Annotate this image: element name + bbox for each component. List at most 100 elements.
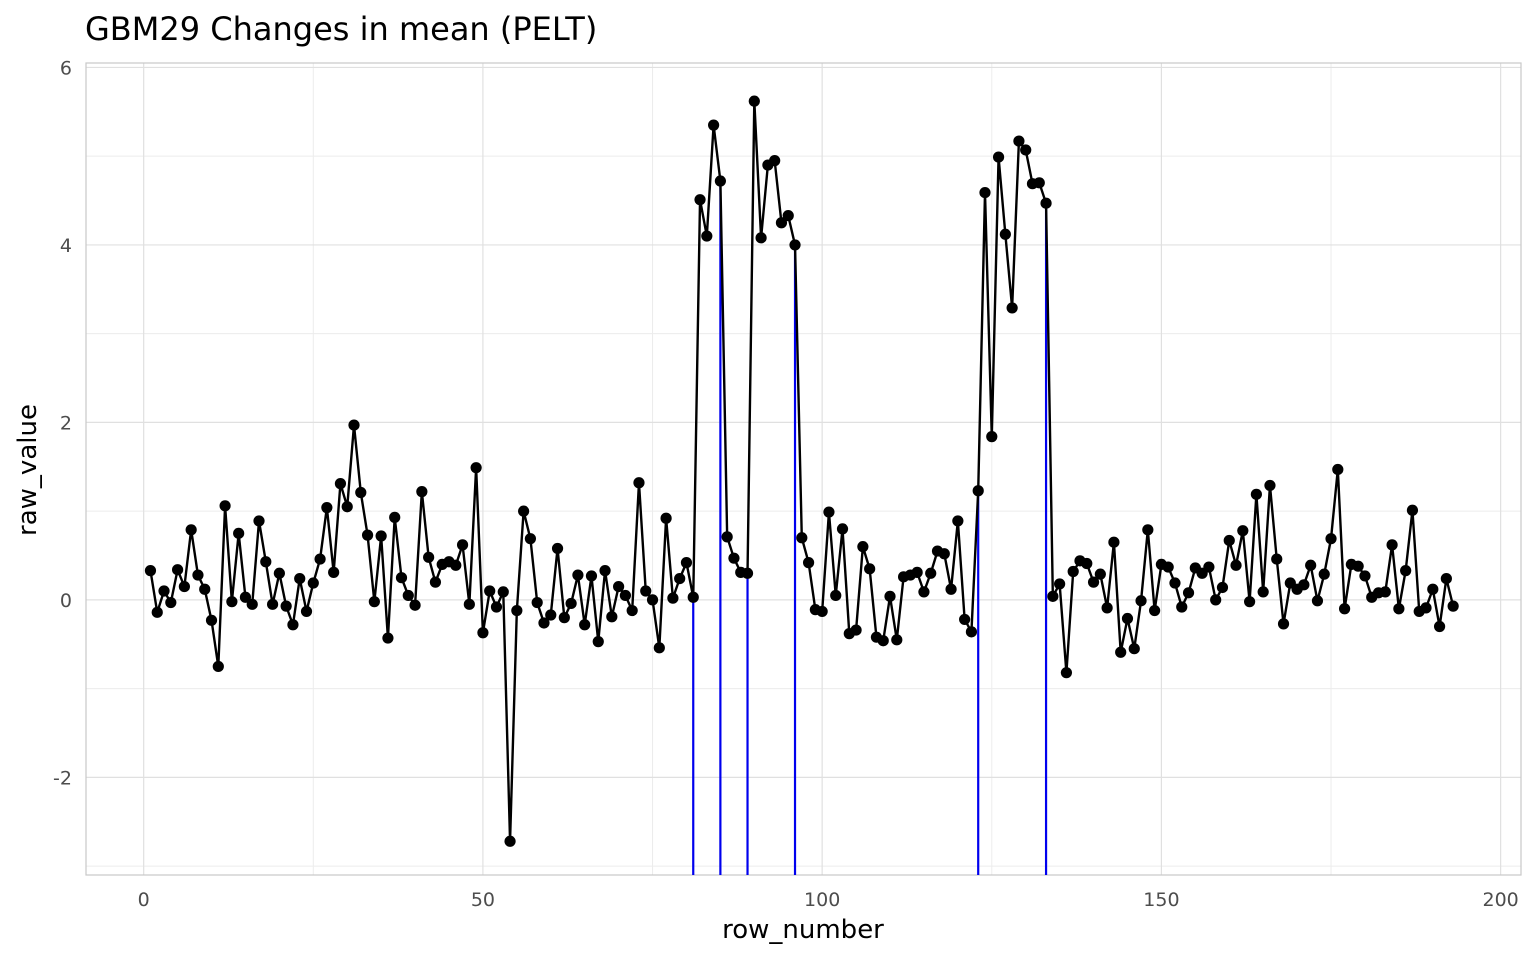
data-point	[199, 583, 211, 595]
data-point	[518, 505, 530, 517]
y-tick-label: 6	[60, 57, 72, 79]
data-point	[925, 567, 937, 579]
data-point	[294, 572, 306, 585]
data-point	[1352, 560, 1364, 572]
data-point	[884, 590, 896, 602]
data-point	[545, 609, 557, 621]
data-point	[416, 486, 428, 498]
data-point	[1325, 533, 1337, 545]
data-point	[775, 217, 788, 229]
data-point	[857, 541, 869, 553]
data-point	[1135, 595, 1147, 607]
data-point	[423, 551, 435, 563]
data-point	[551, 542, 564, 555]
data-point	[477, 627, 489, 639]
data-point	[192, 569, 204, 581]
data-point	[1433, 620, 1446, 633]
data-point	[972, 485, 984, 497]
data-point	[531, 596, 543, 609]
data-point	[321, 502, 333, 514]
data-point	[1447, 600, 1459, 612]
chart-title: GBM29 Changes in mean (PELT)	[85, 10, 597, 48]
data-point	[592, 636, 604, 648]
data-point	[273, 567, 285, 579]
data-point	[341, 501, 353, 513]
data-point	[402, 589, 414, 602]
data-point	[158, 585, 170, 597]
data-point	[945, 583, 957, 595]
data-point	[1338, 603, 1351, 615]
data-point	[1101, 602, 1113, 614]
data-point	[1406, 504, 1419, 516]
data-point	[613, 580, 625, 593]
changepoint-lines	[692, 181, 1048, 875]
data-point	[287, 619, 299, 631]
data-point	[1277, 618, 1290, 630]
data-point	[748, 95, 760, 107]
data-point	[694, 194, 706, 206]
data-point	[653, 642, 665, 654]
data-point	[999, 228, 1011, 240]
y-tick-label: 2	[60, 412, 72, 434]
data-point	[1237, 525, 1249, 537]
x-tick-label: 150	[1143, 889, 1179, 911]
data-point	[178, 580, 190, 593]
data-point	[579, 619, 591, 631]
data-point	[619, 589, 631, 602]
x-tick-label: 200	[1483, 889, 1519, 911]
data-point	[348, 419, 360, 431]
data-point	[395, 572, 408, 584]
data-point	[314, 553, 326, 565]
data-point	[490, 601, 503, 613]
data-point	[626, 604, 638, 617]
data-point	[1169, 577, 1181, 589]
data-point	[1427, 583, 1439, 595]
data-point	[361, 529, 374, 541]
data-point	[674, 572, 686, 585]
data-point	[660, 512, 672, 524]
data-point	[633, 477, 645, 489]
data-point	[185, 524, 197, 536]
data-point	[171, 564, 184, 576]
y-tick-labels: -2 0 2 4 6	[53, 57, 72, 789]
data-point	[836, 523, 849, 535]
data-point	[355, 486, 367, 499]
data-point	[524, 533, 537, 545]
data-point	[1203, 561, 1215, 573]
data-point	[1311, 595, 1324, 607]
data-point	[429, 576, 442, 588]
data-point	[850, 624, 862, 636]
data-point	[830, 589, 842, 602]
data-point	[992, 151, 1005, 163]
data-point	[1386, 539, 1398, 551]
data-point	[1060, 667, 1073, 679]
data-point	[1257, 586, 1269, 598]
data-point	[1128, 643, 1140, 655]
data-point	[585, 570, 598, 582]
data-points	[144, 95, 1459, 847]
data-point	[728, 552, 740, 564]
data-point	[1359, 570, 1371, 582]
data-point	[1054, 578, 1066, 590]
data-point	[389, 511, 401, 523]
data-point	[701, 230, 713, 242]
data-point	[823, 506, 835, 518]
data-point	[1094, 568, 1106, 580]
data-point	[1420, 602, 1432, 614]
data-point	[755, 232, 767, 244]
data-point	[538, 617, 550, 629]
data-point	[646, 594, 659, 606]
data-point	[253, 515, 265, 527]
data-point	[952, 515, 964, 527]
data-point	[368, 596, 380, 608]
data-point	[219, 500, 231, 512]
data-point	[511, 604, 523, 617]
data-point	[877, 635, 889, 647]
data-point	[1264, 479, 1276, 492]
data-point	[1149, 604, 1161, 617]
x-tick-label: 50	[471, 889, 495, 911]
data-point	[334, 478, 347, 490]
y-axis-title: raw_value	[13, 404, 43, 536]
x-tick-label: 100	[804, 889, 840, 911]
x-tick-label: 0	[138, 889, 150, 911]
